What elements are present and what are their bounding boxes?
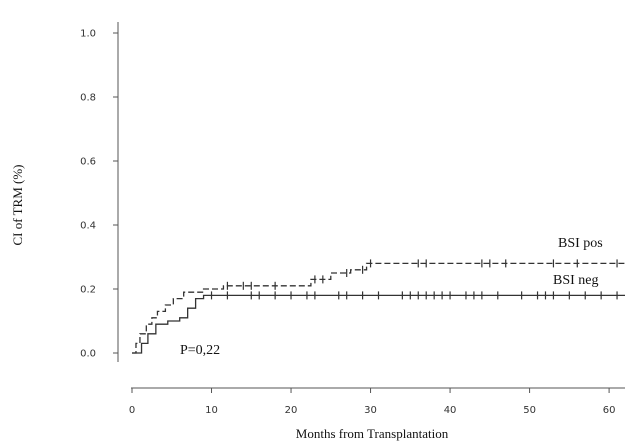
y-ticks: 0.0 0.2 0.4 0.6 0.8 1.0 <box>80 29 118 360</box>
series-label-bsi-neg: BSI neg <box>553 273 599 288</box>
series-bsi-neg <box>132 291 625 354</box>
pvalue-annotation: P=0,22 <box>180 343 220 358</box>
y-tick-label: 0.8 <box>80 93 96 104</box>
x-tick-label: 60 <box>603 405 616 416</box>
series-label-bsi-pos: BSI pos <box>558 236 603 251</box>
x-tick-label: 0 <box>129 405 135 416</box>
x-ticks: 0 10 20 30 40 50 60 <box>129 388 616 416</box>
x-tick-label: 10 <box>205 405 218 416</box>
y-tick-label: 0.2 <box>80 285 96 296</box>
x-tick-label: 40 <box>444 405 457 416</box>
series-bsi-pos <box>132 259 625 354</box>
x-tick-label: 30 <box>364 405 377 416</box>
series-line-bsi-neg <box>132 294 625 354</box>
y-tick-label: 0.4 <box>80 221 96 232</box>
x-tick-label: 50 <box>523 405 536 416</box>
y-tick-label: 1.0 <box>80 29 96 40</box>
series-layer <box>132 259 625 354</box>
series-line-bsi-pos <box>132 262 625 354</box>
y-tick-label: 0.6 <box>80 157 96 168</box>
x-tick-label: 20 <box>285 405 298 416</box>
y-tick-label: 0.0 <box>80 349 96 360</box>
x-axis-title: Months from Transplantation <box>296 426 449 441</box>
y-axis-title: CI of TRM (%) <box>10 164 25 245</box>
